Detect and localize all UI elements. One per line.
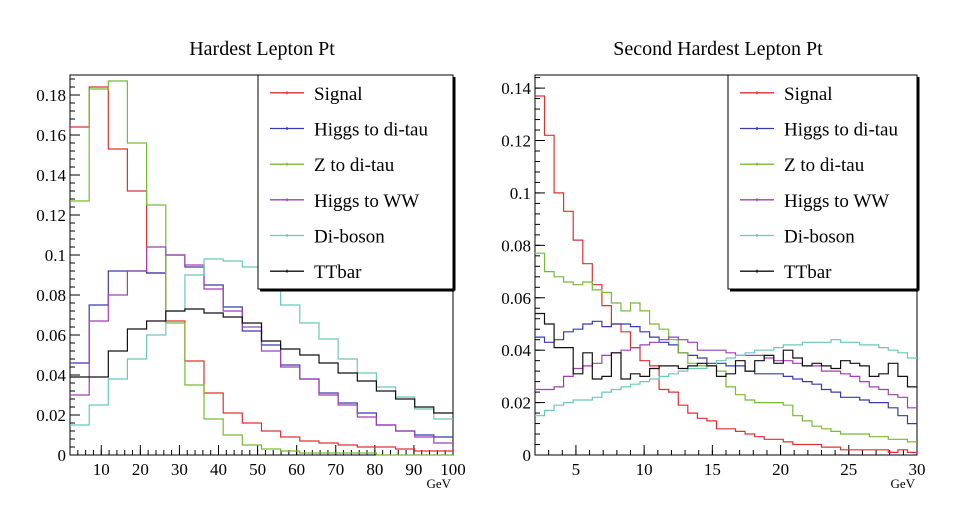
right-xtick-label: 15: [704, 460, 721, 479]
left-ytick-label: 0.12: [36, 206, 66, 225]
right-xtick-label: 25: [840, 460, 857, 479]
right-legend-label: Higgs to WW: [784, 191, 889, 212]
left-ytick-label: 0.1: [45, 246, 66, 265]
left-chart-title: Hardest Lepton Pt: [189, 38, 335, 60]
left-ytick-label: 0.06: [36, 326, 66, 345]
left-series-line-2: [70, 80, 453, 456]
right-series-line-5: [535, 312, 917, 388]
left-legend-label: Z to di-tau: [314, 155, 395, 176]
right-legend-label: TTbar: [784, 262, 832, 283]
left-legend-label: Higgs to di-tau: [314, 120, 428, 141]
right-ytick-label: 0: [523, 446, 532, 465]
left-legend-box: [257, 74, 454, 290]
left-ytick-label: 0.08: [36, 286, 66, 305]
right-ytick-label: 0.02: [501, 394, 531, 413]
left-ytick-label: 0: [58, 446, 67, 465]
left-xaxis-unit: GeV: [426, 476, 451, 491]
right-legend-label: Z to di-tau: [784, 155, 865, 176]
left-xtick-label: 30: [171, 460, 188, 479]
left-xtick-label: 70: [327, 460, 344, 479]
left-ytick-label: 0.18: [36, 86, 66, 105]
left-ytick-label: 0.04: [36, 366, 66, 385]
right-series-line-4: [535, 339, 917, 417]
left-ytick-label: 0.16: [36, 126, 66, 145]
left-legend-label: Higgs to WW: [314, 191, 419, 212]
left-xtick-label: 40: [210, 460, 227, 479]
left-xtick-label: 10: [93, 460, 110, 479]
right-legend-label: Signal: [784, 84, 833, 105]
left-chart-panel: Hardest Lepton Pt 0 0.02 0.04 0.06 0.08 0.1 0.…: [36, 38, 466, 491]
right-xtick-label: 30: [909, 460, 926, 479]
left-series-line-0: [70, 86, 453, 452]
right-xtick-label: 20: [772, 460, 789, 479]
right-ytick-label: 0.04: [501, 341, 531, 360]
right-legend-label: Di-boson: [784, 227, 855, 248]
left-legend-label: Signal: [314, 84, 363, 105]
right-legend-box: [727, 74, 918, 290]
left-xtick-label: 100: [440, 460, 466, 479]
left-legend-label: TTbar: [314, 262, 362, 283]
left-ytick-label: 0.14: [36, 166, 66, 185]
right-series-line-3: [535, 336, 917, 409]
left-ytick-label: 0.02: [36, 406, 66, 425]
right-chart-title: Second Hardest Lepton Pt: [613, 38, 823, 60]
left-legend-label: Di-boson: [314, 227, 385, 248]
right-xtick-label: 10: [636, 460, 653, 479]
right-ytick-label: 0.06: [501, 289, 531, 308]
right-chart-panel: Second Hardest Lepton Pt 0 0.02 0.04 0.06 0.…: [501, 38, 925, 491]
right-series-line-0: [535, 95, 917, 453]
right-ytick-label: 0.08: [501, 236, 531, 255]
left-xtick-label: 60: [288, 460, 305, 479]
right-ytick-label: 0.14: [501, 79, 531, 98]
left-xtick-label: 20: [132, 460, 149, 479]
right-xtick-label: 5: [572, 460, 581, 479]
right-ytick-label: 0.12: [501, 132, 531, 151]
right-xaxis-unit: GeV: [890, 476, 915, 491]
left-xtick-label: 80: [366, 460, 383, 479]
left-xtick-label: 90: [405, 460, 422, 479]
right-legend-label: Higgs to di-tau: [784, 120, 898, 141]
left-xtick-label: 50: [249, 460, 266, 479]
right-ytick-label: 0.1: [510, 184, 531, 203]
left-series-line-5: [70, 308, 453, 414]
